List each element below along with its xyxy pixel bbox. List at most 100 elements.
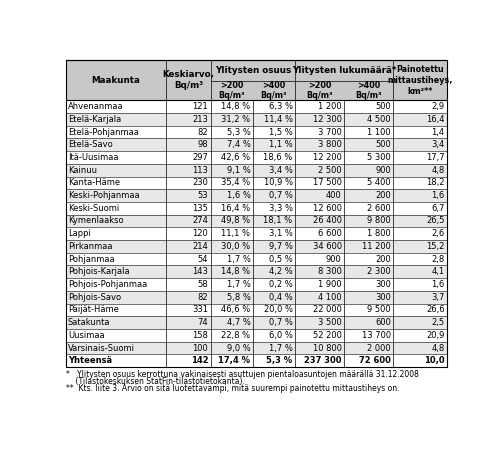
Text: 2,5: 2,5: [432, 318, 444, 327]
Text: 3 800: 3 800: [318, 140, 342, 149]
Text: 13 700: 13 700: [362, 331, 391, 340]
Text: Etelä-Karjala: Etelä-Karjala: [68, 115, 121, 124]
Text: 274: 274: [192, 217, 208, 226]
Text: 46,6 %: 46,6 %: [221, 306, 250, 314]
Text: 9,1 %: 9,1 %: [226, 165, 250, 175]
Text: **  Kts. liite 3. Arvio on sitä luotettavampi, mitä suurempi painotettu mittaust: ** Kts. liite 3. Arvio on sitä luotettav…: [66, 384, 399, 393]
Text: 1,6: 1,6: [432, 280, 444, 289]
Text: 900: 900: [326, 255, 342, 264]
Text: Keskiarvo,
Bq/m³: Keskiarvo, Bq/m³: [162, 70, 214, 90]
Text: 74: 74: [198, 318, 208, 327]
Text: 4,7 %: 4,7 %: [226, 318, 250, 327]
Text: 1,1 %: 1,1 %: [269, 140, 292, 149]
Text: 0,5 %: 0,5 %: [269, 255, 292, 264]
Text: Painotettu
mittaustiheys,
km²**: Painotettu mittaustiheys, km²**: [388, 65, 452, 96]
Text: 500: 500: [375, 140, 391, 149]
Text: 1,4: 1,4: [432, 127, 444, 137]
Text: 17,7: 17,7: [426, 153, 444, 162]
Text: 6 600: 6 600: [318, 229, 342, 238]
Text: Yhteensä: Yhteensä: [68, 356, 112, 365]
Text: 12 300: 12 300: [312, 115, 342, 124]
Text: 135: 135: [192, 204, 208, 213]
Bar: [66, 60, 447, 367]
Text: 143: 143: [192, 267, 208, 276]
Text: 500: 500: [375, 102, 391, 111]
Text: 2 500: 2 500: [318, 165, 342, 175]
Bar: [66, 125, 447, 138]
Text: 11,4 %: 11,4 %: [264, 115, 292, 124]
Text: 5,3 %: 5,3 %: [226, 127, 250, 137]
Text: 1 800: 1 800: [367, 229, 391, 238]
Text: 22 000: 22 000: [313, 306, 342, 314]
Text: Etelä-Pohjanmaa: Etelä-Pohjanmaa: [68, 127, 139, 137]
Bar: [66, 189, 447, 202]
Bar: [66, 342, 447, 354]
Text: 297: 297: [192, 153, 208, 162]
Text: 1 200: 1 200: [318, 102, 342, 111]
Text: 18,2: 18,2: [426, 179, 444, 188]
Text: 121: 121: [192, 102, 208, 111]
Bar: [66, 329, 447, 342]
Text: 9 800: 9 800: [367, 217, 391, 226]
Text: 0,7 %: 0,7 %: [268, 318, 292, 327]
Text: 20,9: 20,9: [426, 331, 444, 340]
Text: Kymenlaakso: Kymenlaakso: [68, 217, 124, 226]
Text: 6,7: 6,7: [431, 204, 444, 213]
Text: 31,2 %: 31,2 %: [222, 115, 250, 124]
Text: 4,2 %: 4,2 %: [269, 267, 292, 276]
Text: Ahvenanmaa: Ahvenanmaa: [68, 102, 124, 111]
Text: Itä-Uusimaa: Itä-Uusimaa: [68, 153, 118, 162]
Text: Kainuu: Kainuu: [68, 165, 97, 175]
Bar: [66, 138, 447, 151]
Text: 0,4 %: 0,4 %: [269, 293, 292, 302]
Text: 5,8 %: 5,8 %: [226, 293, 250, 302]
Text: 6,0 %: 6,0 %: [268, 331, 292, 340]
Text: 1 100: 1 100: [367, 127, 391, 137]
Text: 49,8 %: 49,8 %: [222, 217, 250, 226]
Text: 53: 53: [198, 191, 208, 200]
Text: Keski-Pohjanmaa: Keski-Pohjanmaa: [68, 191, 140, 200]
Text: Pohjanmaa: Pohjanmaa: [68, 255, 114, 264]
Text: 30,0 %: 30,0 %: [222, 242, 250, 251]
Bar: [66, 266, 447, 278]
Text: 400: 400: [326, 191, 342, 200]
Bar: [66, 177, 447, 189]
Text: 7,4 %: 7,4 %: [226, 140, 250, 149]
Text: 18,1 %: 18,1 %: [264, 217, 292, 226]
Text: 3,1 %: 3,1 %: [268, 229, 292, 238]
Text: >200
Bq/m³: >200 Bq/m³: [218, 81, 245, 101]
Text: 4,8: 4,8: [432, 165, 444, 175]
Text: 4 500: 4 500: [367, 115, 391, 124]
Text: 5,3 %: 5,3 %: [266, 356, 292, 365]
Text: 82: 82: [198, 127, 208, 137]
Text: 3,7: 3,7: [431, 293, 444, 302]
Text: 1,7 %: 1,7 %: [226, 280, 250, 289]
Text: 10 800: 10 800: [312, 344, 342, 352]
Text: Keski-Suomi: Keski-Suomi: [68, 204, 119, 213]
Text: 6,3 %: 6,3 %: [268, 102, 292, 111]
Text: 14,8 %: 14,8 %: [222, 102, 250, 111]
Text: 12 200: 12 200: [313, 153, 342, 162]
Text: 2,6: 2,6: [432, 229, 444, 238]
Text: Etelä-Savo: Etelä-Savo: [68, 140, 112, 149]
Bar: [66, 164, 447, 177]
Text: 17 500: 17 500: [312, 179, 342, 188]
Bar: [66, 202, 447, 215]
Text: 0,7 %: 0,7 %: [268, 191, 292, 200]
Text: 3,3 %: 3,3 %: [268, 204, 292, 213]
Text: 213: 213: [192, 115, 208, 124]
Text: Päijät-Häme: Päijät-Häme: [68, 306, 119, 314]
Text: 20,0 %: 20,0 %: [264, 306, 292, 314]
Text: 3 700: 3 700: [318, 127, 342, 137]
Text: 4,8: 4,8: [432, 344, 444, 352]
Text: 2 300: 2 300: [367, 267, 391, 276]
Bar: [66, 304, 447, 316]
Bar: [66, 113, 447, 125]
Text: Ylitysten lukumäärä*: Ylitysten lukumäärä*: [292, 66, 396, 75]
Text: 100: 100: [192, 344, 208, 352]
Text: 54: 54: [198, 255, 208, 264]
Bar: [66, 100, 447, 113]
Text: 14,8 %: 14,8 %: [222, 267, 250, 276]
Text: 200: 200: [375, 191, 391, 200]
Text: 3 500: 3 500: [318, 318, 342, 327]
